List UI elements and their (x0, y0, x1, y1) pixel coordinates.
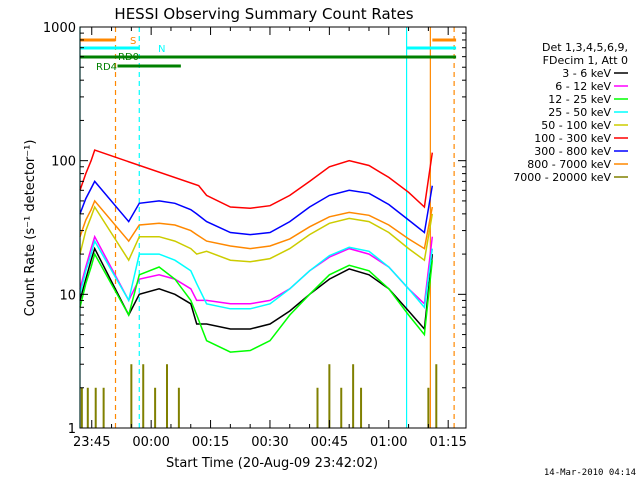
x-tick-label-6: 01:15 (429, 435, 466, 450)
annotation-s: S (130, 36, 136, 47)
axes: 1 10 100 1000 23:45 00:00 00:15 00:30 00:45 01:00… (43, 21, 467, 450)
x-tick-label-0: 23:45 (73, 435, 110, 450)
legend-label-3-6-kev: 3 - 6 keV (562, 67, 611, 80)
x-tick-label-5: 01:00 (370, 435, 407, 450)
footer-timestamp: 14-Mar-2010 04:14 (544, 468, 636, 478)
legend-label-50-100-kev: 50 - 100 keV (541, 119, 611, 132)
y-axis-label: Count Rate (s⁻¹ detector⁻¹) (23, 140, 38, 317)
series-800-7000-kev (79, 199, 434, 250)
series-3-6-kev (79, 246, 434, 331)
y-tick-label-10: 10 (59, 288, 76, 303)
y-tick-label-1: 1 (68, 422, 76, 437)
plot-frame (79, 26, 467, 429)
legend-header-0: Det 1,3,4,5,6,9, (542, 41, 628, 54)
legend-label-6-12-kev: 6 - 12 keV (555, 80, 611, 93)
y-tick-label-1000: 1000 (43, 21, 76, 36)
series-25-50-kev (79, 239, 434, 310)
legend-label-12-25-kev: 12 - 25 keV (548, 93, 611, 106)
legend-label-7000-20000-kev: 7000 - 20000 keV (513, 171, 611, 184)
legend-label-100-300-kev: 100 - 300 keV (534, 132, 611, 145)
legend-label-300-800-kev: 300 - 800 keV (534, 145, 611, 158)
annotation-n: N (158, 44, 165, 55)
annotation-rd4: RD4 (96, 62, 117, 73)
series-300-800-kev (79, 180, 434, 236)
x-tick-label-4: 00:45 (311, 435, 348, 450)
legend-label-800-7000-kev: 800 - 7000 keV (527, 158, 611, 171)
x-axis-label: Start Time (20-Aug-09 23:42:02) (166, 456, 378, 471)
annotation-rd0: RD0 (118, 52, 139, 63)
series-6-12-kev (79, 234, 434, 306)
legend-label-25-50-kev: 25 - 50 keV (548, 106, 611, 119)
legend: Det 1,3,4,5,6,9,FDecim 1, Att 03 - 6 keV… (513, 41, 628, 184)
x-tick-label-1: 00:00 (132, 435, 169, 450)
series-50-100-kev (79, 205, 434, 263)
x-tick-label-3: 00:30 (251, 435, 288, 450)
legend-header-1: FDecim 1, Att 0 (543, 54, 628, 67)
series-100-300-kev (79, 149, 434, 210)
chart-title: HESSI Observing Summary Count Rates (114, 5, 413, 23)
x-tick-label-2: 00:15 (192, 435, 229, 450)
series-12-25-kev (79, 252, 434, 353)
y-tick-label-100: 100 (51, 155, 76, 170)
